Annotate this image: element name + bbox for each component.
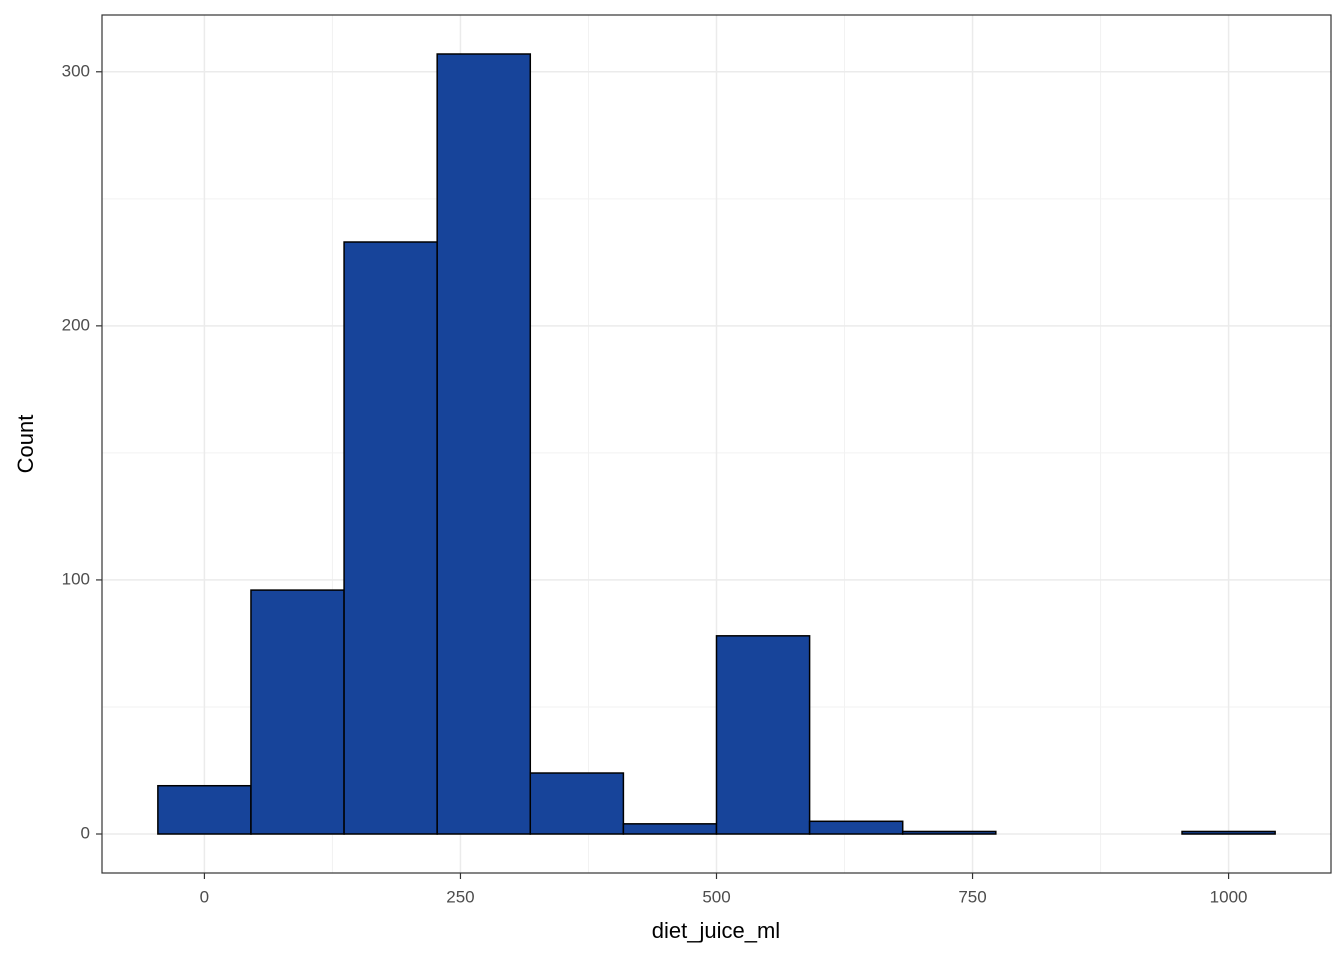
x-tick-label: 0: [200, 887, 209, 906]
y-tick-label: 0: [81, 823, 90, 842]
x-tick-label: 250: [446, 887, 474, 906]
bar: [157, 784, 252, 835]
bar: [808, 820, 904, 835]
y-tick-label: 100: [62, 569, 90, 588]
bar: [1181, 830, 1276, 835]
x-tick-label: 1000: [1210, 887, 1248, 906]
bar: [436, 53, 532, 835]
bar: [529, 772, 625, 835]
bars: [157, 53, 1276, 835]
bar: [343, 241, 438, 835]
axes: 0 250 500 750 1000 0 100 200 300: [62, 61, 1248, 906]
bar: [901, 830, 997, 835]
bar: [250, 589, 345, 835]
bar: [715, 635, 811, 835]
y-axis-title: Count: [13, 415, 38, 474]
x-axis-title: diet_juice_ml: [652, 918, 780, 943]
x-tick-label: 500: [702, 887, 730, 906]
y-tick-label: 300: [62, 61, 90, 80]
x-tick-label: 750: [958, 887, 986, 906]
y-tick-label: 200: [62, 315, 90, 334]
bar: [622, 823, 718, 835]
